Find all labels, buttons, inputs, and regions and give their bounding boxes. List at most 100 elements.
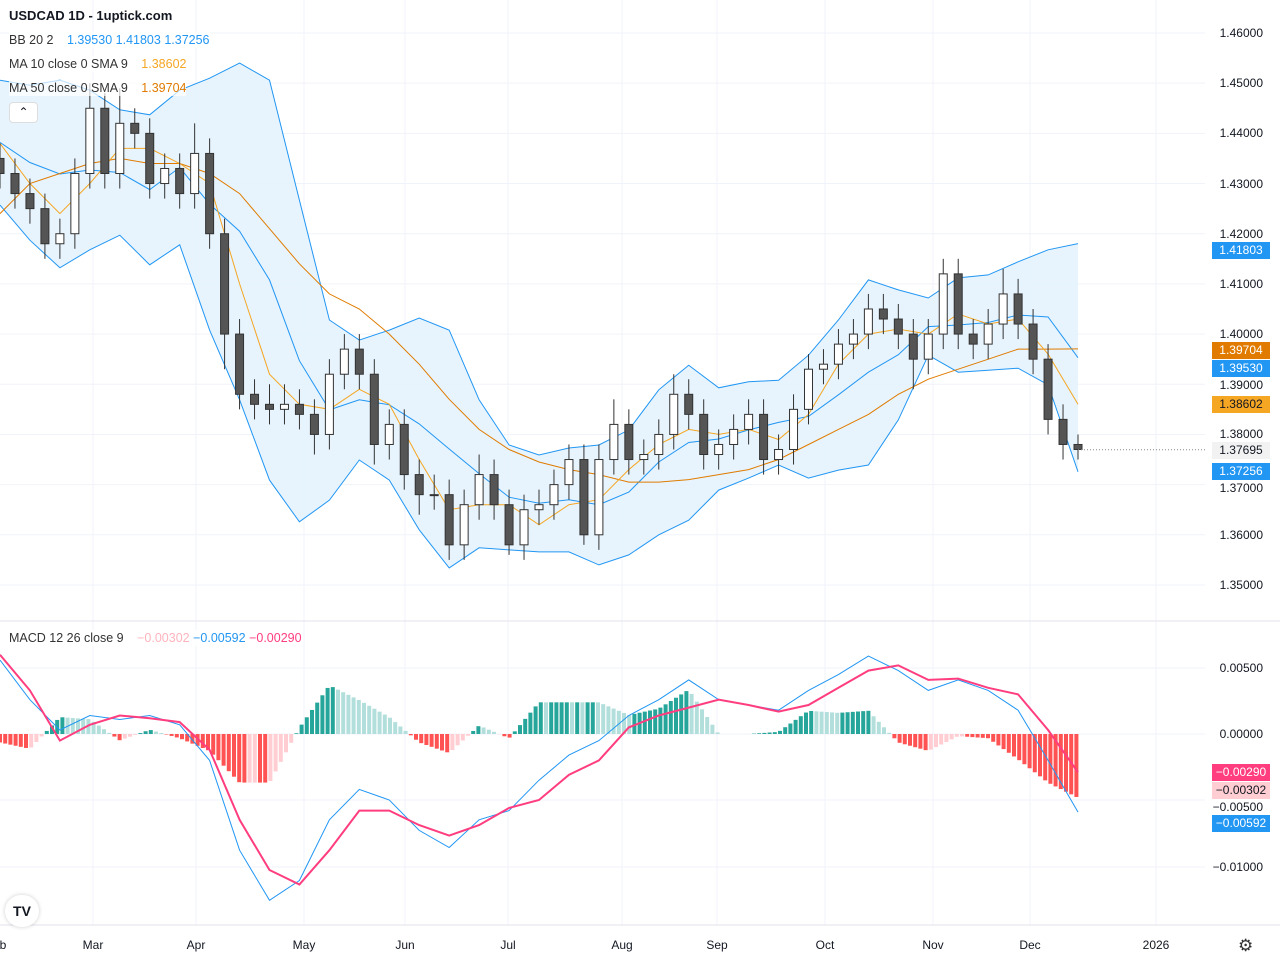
candle-body: [1028, 323, 1038, 360]
macd-histogram-bar: [648, 710, 652, 734]
gear-icon[interactable]: ⚙: [1238, 936, 1254, 955]
candle-body: [339, 348, 349, 375]
bb-basis-value: 1.39530: [66, 33, 113, 47]
macd-histogram-bar: [1027, 734, 1032, 769]
candle-body: [549, 484, 559, 506]
macd-histogram-bar: [18, 734, 23, 747]
time-axis-label: Dec: [1019, 938, 1041, 952]
macd-histogram-bar: [684, 691, 689, 734]
legend-macd[interactable]: MACD 12 26 close 9 −0.00302 −0.00592 −0.…: [9, 630, 302, 646]
time-axis-label: Jul: [500, 938, 516, 952]
candle-body: [294, 403, 304, 415]
time-axis-label: Jun: [395, 938, 415, 952]
macd-histogram-bar: [294, 733, 299, 734]
macd-histogram-bar: [830, 712, 834, 734]
macd-histogram-bar: [502, 734, 507, 737]
time-axis-label: Sep: [706, 938, 728, 952]
macd-histogram-bar: [772, 732, 777, 734]
macd-histogram-bar: [923, 734, 928, 751]
macd-histogram-bar: [466, 734, 470, 736]
macd-histogram-bar: [757, 733, 762, 734]
candle-body: [175, 167, 185, 195]
macd-histogram-bar: [367, 705, 372, 734]
chevron-up-icon: ⌃: [18, 105, 29, 119]
macd-histogram-bar: [856, 711, 860, 734]
macd-histogram-bar: [518, 725, 522, 734]
ma10-label: MA 10 close 0 SMA 9: [9, 57, 128, 71]
macd-histogram-bar: [388, 717, 392, 734]
macd-histogram-bar: [221, 734, 226, 766]
macd-histogram-bar: [372, 708, 377, 734]
candle-body: [624, 423, 634, 461]
candle-body: [564, 459, 574, 486]
macd-histogram-bar: [512, 731, 517, 734]
macd-tag: −0.00592: [1212, 814, 1270, 832]
candle-body: [938, 273, 948, 335]
macd-histogram-bar: [226, 734, 231, 772]
macd-histogram-bar: [408, 734, 413, 736]
candle-body: [654, 433, 664, 456]
macd-histogram-bar: [429, 734, 434, 747]
macd-histogram-bar: [91, 721, 96, 734]
candle-body: [25, 193, 35, 210]
macd-histogram-bar: [13, 734, 18, 746]
macd-histogram-bar: [70, 718, 75, 734]
candle-body: [789, 408, 799, 450]
macd-histogram-bar: [471, 730, 476, 734]
macd-axis-label: 0.00000: [1219, 727, 1263, 741]
macd-histogram-bar: [154, 731, 158, 734]
macd-histogram-bar: [632, 713, 637, 734]
candle-body: [968, 333, 978, 345]
collapse-legend-button[interactable]: ⌃: [9, 102, 38, 123]
macd-histogram-bar: [549, 702, 554, 734]
legend-ma10[interactable]: MA 10 close 0 SMA 9 1.38602: [9, 56, 187, 72]
macd-histogram-bar: [200, 734, 205, 749]
ma50-value: 1.39704: [141, 81, 187, 95]
macd-histogram-bar: [8, 734, 13, 745]
macd-histogram-bar: [128, 734, 132, 737]
macd-histogram-bar: [190, 734, 195, 744]
candle-body: [384, 423, 394, 445]
macd-histogram-bar: [944, 734, 949, 742]
candle-body: [279, 403, 289, 410]
macd-histogram-bar: [148, 730, 153, 734]
candle-body: [10, 173, 20, 195]
candle-body: [489, 474, 499, 506]
candle-body: [594, 459, 604, 536]
macd-histogram-bar: [960, 734, 964, 737]
macd-histogram-bar: [954, 734, 959, 737]
macd-line: [0, 655, 1079, 902]
macd-histogram-bar: [814, 711, 819, 734]
macd-histogram-bar: [783, 727, 788, 734]
candle-body: [429, 494, 439, 497]
macd-histogram-bar: [460, 734, 465, 741]
macd-histogram-bar: [403, 730, 408, 734]
price-axis-label: 1.35000: [1219, 578, 1263, 592]
macd-histogram-bar: [304, 717, 309, 734]
macd-histogram-bar: [694, 701, 699, 734]
macd-histogram-bar: [143, 731, 148, 734]
time-axis-label: Nov: [922, 938, 944, 952]
candle-body: [818, 363, 828, 370]
macd-histogram-bar: [544, 702, 548, 734]
macd-histogram-bar: [622, 712, 626, 734]
candle-body: [1043, 358, 1053, 420]
macd-histogram-bar: [674, 697, 678, 734]
price-axis-label: 1.45000: [1219, 76, 1263, 91]
legend-bb[interactable]: BB 20 2 1.39530 1.41803 1.37256: [9, 32, 210, 48]
macd-histogram-bar: [840, 712, 845, 734]
macd-histogram-bar: [341, 692, 346, 734]
candle-body: [863, 308, 873, 335]
macd-histogram-bar: [601, 704, 606, 734]
legend-ma50[interactable]: MA 50 close 0 SMA 9 1.39704: [9, 80, 187, 96]
macd-histogram-bar: [564, 702, 569, 734]
price-axis-label: 1.41000: [1219, 276, 1263, 291]
macd-histogram-bar: [554, 702, 559, 734]
candle-body: [265, 403, 274, 410]
bb-lower-value: 1.37256: [164, 33, 210, 47]
macd-histogram-bar: [159, 733, 164, 734]
macd-histogram-bar: [336, 689, 340, 734]
tradingview-logo[interactable]: TV: [5, 895, 39, 927]
macd-histogram-bar: [570, 702, 574, 734]
